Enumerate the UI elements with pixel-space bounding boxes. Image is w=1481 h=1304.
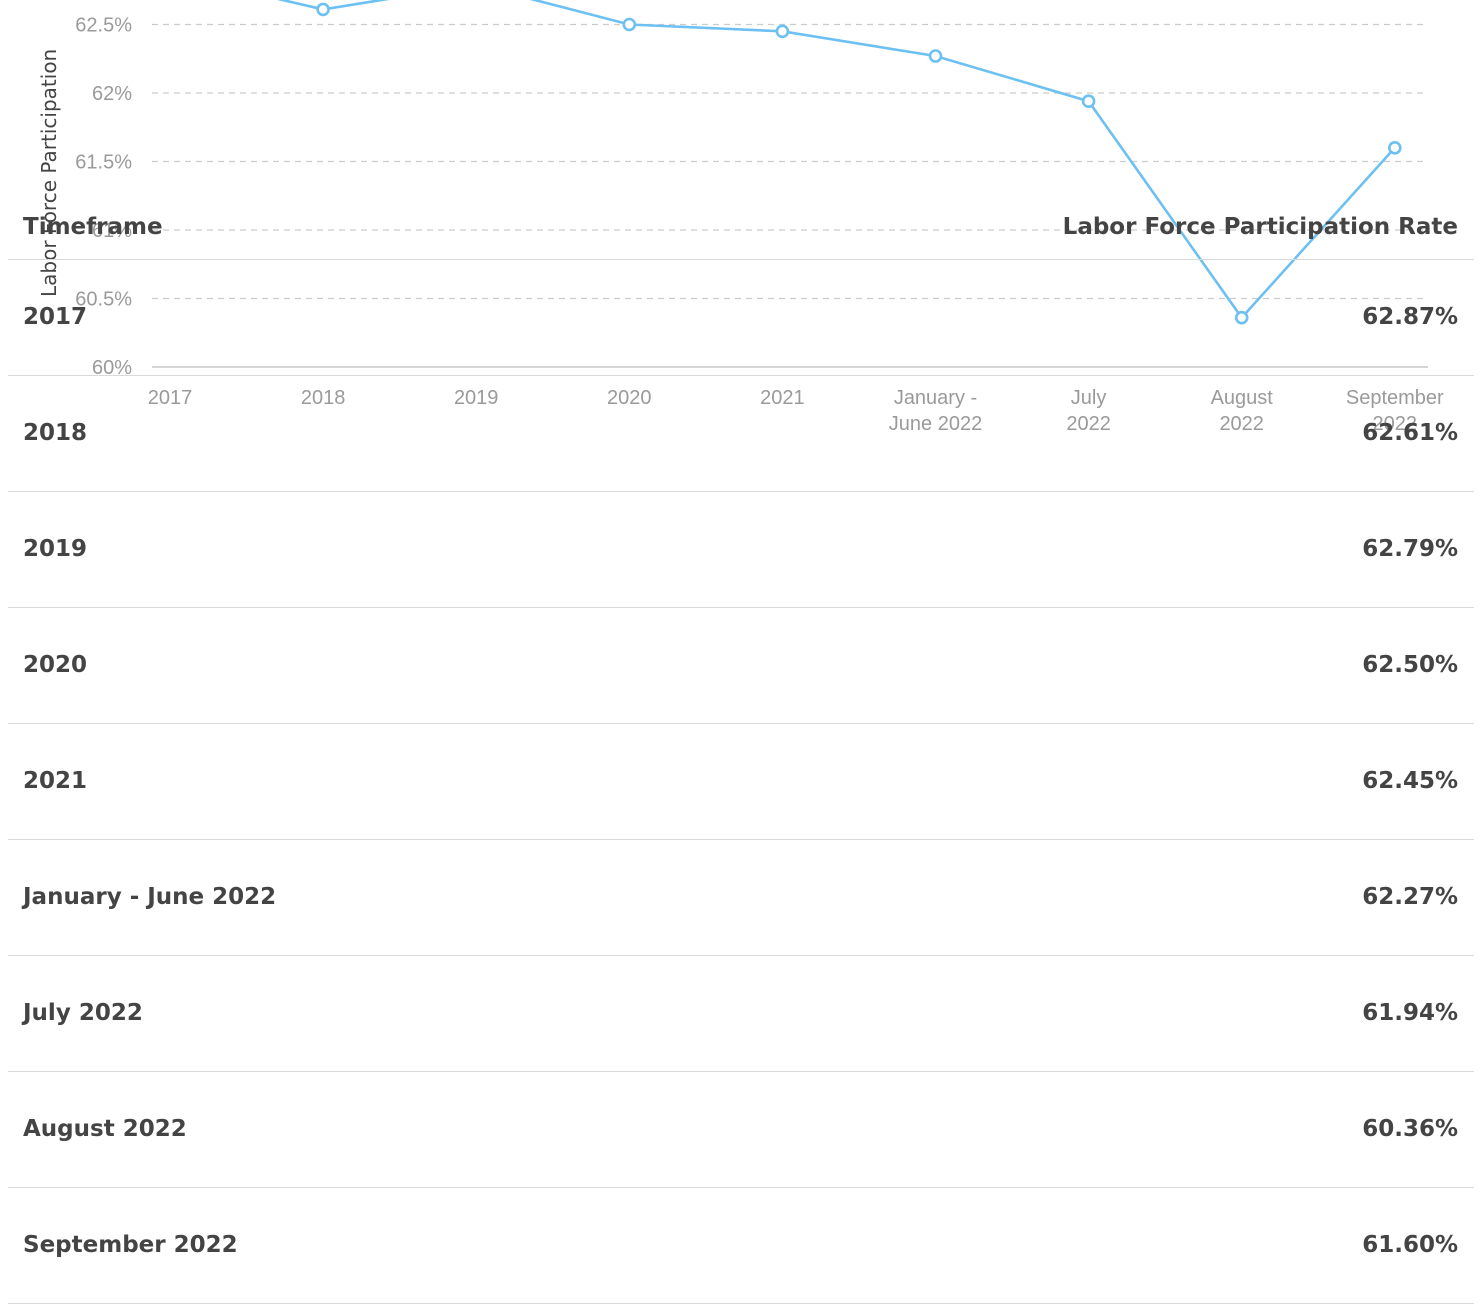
row-timeframe: January - June 2022 xyxy=(23,884,277,910)
data-point xyxy=(622,17,637,32)
data-point xyxy=(1388,141,1402,155)
gridlines xyxy=(152,23,1428,368)
series-layer xyxy=(276,0,1402,325)
y-tick-label: 62.5% xyxy=(75,15,132,37)
table-row: January - June 2022 62.27% xyxy=(8,840,1474,956)
x-tick-label: 2020 xyxy=(607,387,652,409)
row-timeframe: 2020 xyxy=(23,652,88,678)
data-point xyxy=(928,49,943,63)
y-tick-label: 60% xyxy=(92,357,132,379)
row-timeframe: August 2022 xyxy=(23,1116,187,1142)
table-row: 2017 62.87% xyxy=(8,260,1474,376)
table-header: Timeframe Labor Force Participation Rate xyxy=(8,170,1474,260)
x-tick-label: September 2022 xyxy=(1346,387,1444,435)
x-tick-label: August 2022 xyxy=(1211,387,1274,435)
row-rate: 62.27% xyxy=(1362,884,1458,910)
row-timeframe: July 2022 xyxy=(23,1000,143,1026)
y-tick-label: 61.5% xyxy=(75,152,132,174)
data-point xyxy=(1234,310,1249,325)
x-tick-label: 2017 xyxy=(148,387,193,409)
header-timeframe: Timeframe xyxy=(23,214,163,240)
row-timeframe: 2019 xyxy=(23,536,88,562)
x-tick-label: January -June 2022 xyxy=(889,387,982,435)
x-tick-label: 2019 xyxy=(454,387,499,409)
row-timeframe: 2018 xyxy=(23,420,88,446)
row-rate: 62.87% xyxy=(1362,304,1458,330)
data-table: Timeframe Labor Force Participation Rate… xyxy=(8,170,1474,1304)
y-tick-label: 62% xyxy=(92,83,132,105)
x-tick-label: 2021 xyxy=(760,387,805,409)
row-rate: 60.36% xyxy=(1362,1116,1458,1142)
table-row: August 2022 60.36% xyxy=(8,1072,1474,1188)
table-row: 2020 62.50% xyxy=(8,608,1474,724)
labor-force-line-chart: Labor Force Participation 60% 60.5% 61% 61.… xyxy=(37,0,1444,435)
y-tick-label: 61% xyxy=(92,220,132,242)
row-rate: 62.45% xyxy=(1362,768,1458,794)
table-row: 2019 62.79% xyxy=(8,492,1474,608)
row-timeframe: 2017 xyxy=(23,304,88,330)
data-point xyxy=(1081,94,1096,109)
table-row: September 2022 61.60% xyxy=(8,1188,1474,1304)
header-rate: Labor Force Participation Rate xyxy=(1062,214,1458,240)
y-axis-ticks: 60% 60.5% 61% 61.5% 62% 62.5% xyxy=(75,15,132,380)
table-row: 2021 62.45% xyxy=(8,724,1474,840)
y-axis-label: Labor Force Participation xyxy=(37,49,61,297)
data-point xyxy=(775,24,790,39)
table-row: July 2022 61.94% xyxy=(8,956,1474,1072)
x-tick-label: 2018 xyxy=(301,387,346,409)
row-rate: 61.60% xyxy=(1362,1232,1458,1258)
row-rate: 62.50% xyxy=(1362,652,1458,678)
x-axis-ticks: 2017 2018 2019 2020 2021 January -June 2022 Ju… xyxy=(148,387,1444,435)
row-timeframe: September 2022 xyxy=(23,1232,238,1258)
y-tick-label: 60.5% xyxy=(75,289,132,311)
row-rate: 62.61% xyxy=(1362,420,1458,446)
row-rate: 61.94% xyxy=(1362,1000,1458,1026)
x-tick-label: July 2022 xyxy=(1066,387,1111,435)
data-point xyxy=(316,2,330,17)
row-rate: 62.79% xyxy=(1362,536,1458,562)
row-timeframe: 2021 xyxy=(23,768,88,794)
table-row: 2018 62.61% xyxy=(8,376,1474,492)
